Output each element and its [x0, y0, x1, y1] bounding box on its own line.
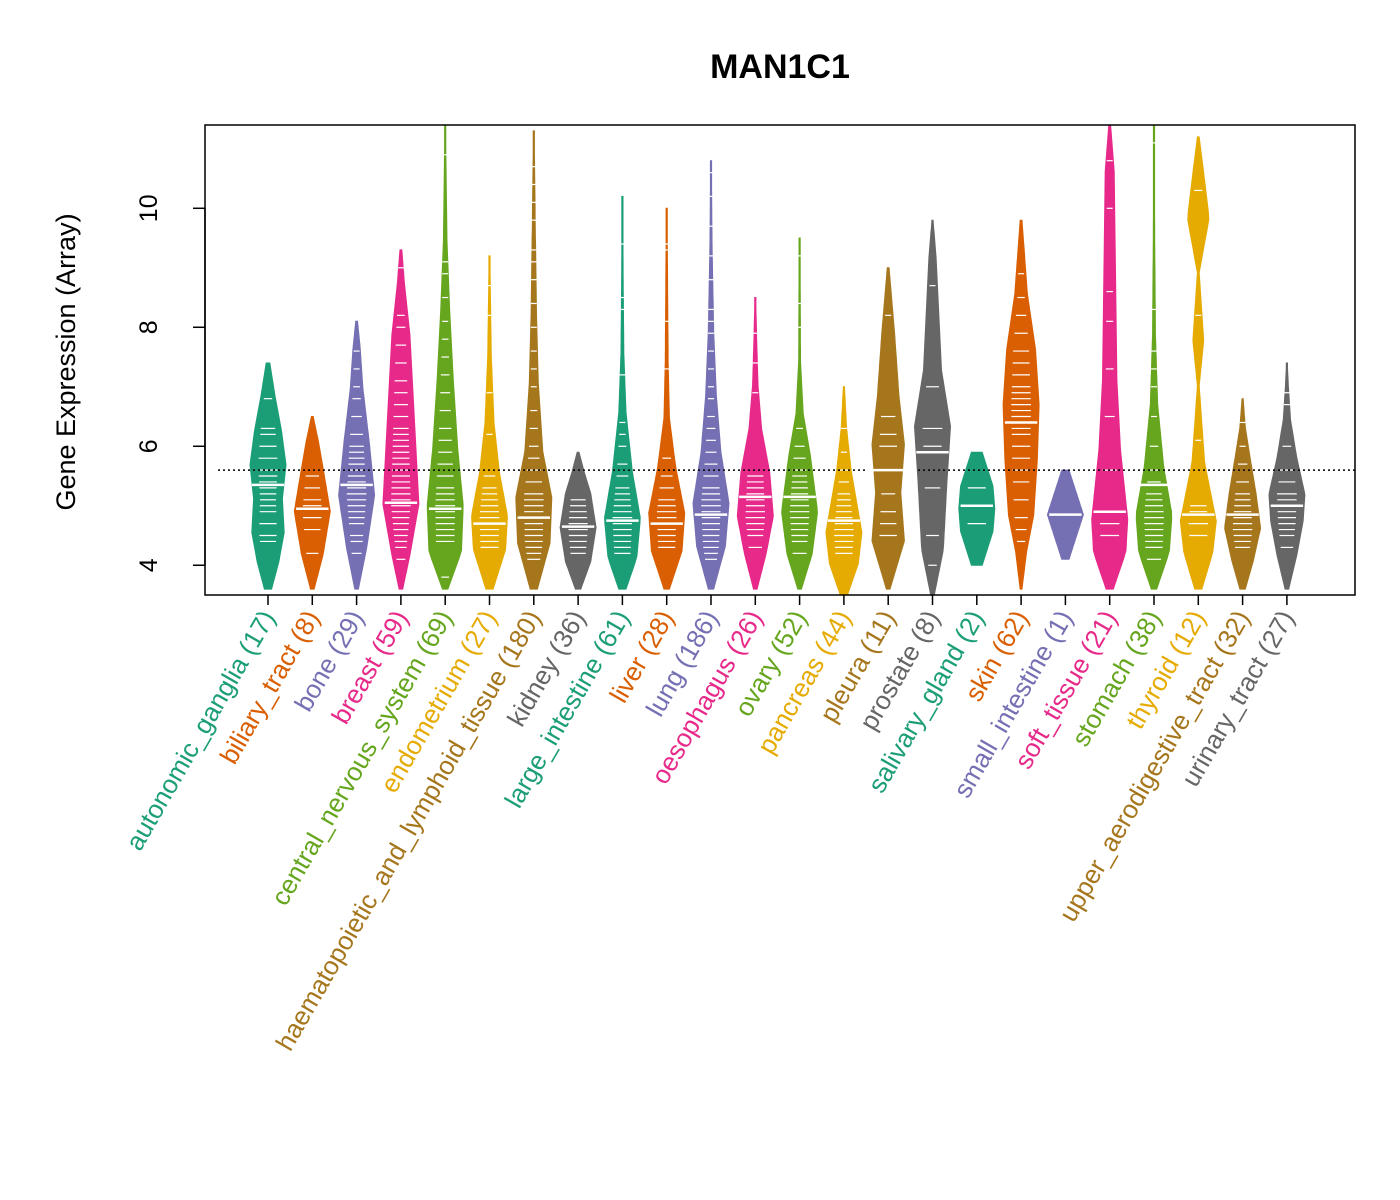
- violin-central-nervous-system: [426, 124, 464, 590]
- chart-title: MAN1C1: [710, 48, 850, 86]
- violin-liver: [648, 207, 686, 590]
- violin-skin: [1002, 219, 1040, 590]
- violin-group: [249, 124, 1306, 596]
- violin-ovary: [781, 237, 818, 590]
- violin-thyroid: [1179, 136, 1217, 590]
- violin-stomach: [1135, 124, 1173, 590]
- violin-lung: [692, 160, 730, 590]
- violin-autonomic-ganglia: [249, 362, 287, 590]
- y-axis-label: Gene Expression (Array): [51, 213, 81, 510]
- violin-pleura: [871, 267, 905, 590]
- y-tick-label: 8: [135, 320, 163, 334]
- violin-biliary-tract: [293, 416, 331, 590]
- violin-breast: [382, 249, 420, 590]
- violin-oesophagus: [736, 297, 774, 590]
- violin-small-intestine: [1046, 469, 1084, 560]
- violin-large-intestine: [604, 195, 641, 590]
- y-tick-label: 4: [135, 558, 163, 572]
- violin-soft-tissue: [1091, 124, 1129, 590]
- violin-haematopoietic-and-lymphoid-tissue: [515, 130, 553, 590]
- violin-salivary-gland: [958, 451, 996, 566]
- x-axis: autonomic_ganglia (17)biliary_tract (8)b…: [119, 595, 1300, 1056]
- violin-prostate: [913, 219, 952, 596]
- violin-bone: [338, 320, 376, 590]
- violin-urinary-tract: [1268, 362, 1306, 590]
- y-tick-label: 6: [135, 439, 163, 453]
- y-tick-label: 10: [135, 194, 163, 222]
- y-axis: 4 6 8 10: [135, 194, 206, 572]
- violin-endometrium: [471, 255, 508, 590]
- violin-upper-aerodigestive-tract: [1224, 398, 1262, 590]
- violin-kidney: [559, 451, 597, 590]
- violin-pancreas: [825, 386, 863, 596]
